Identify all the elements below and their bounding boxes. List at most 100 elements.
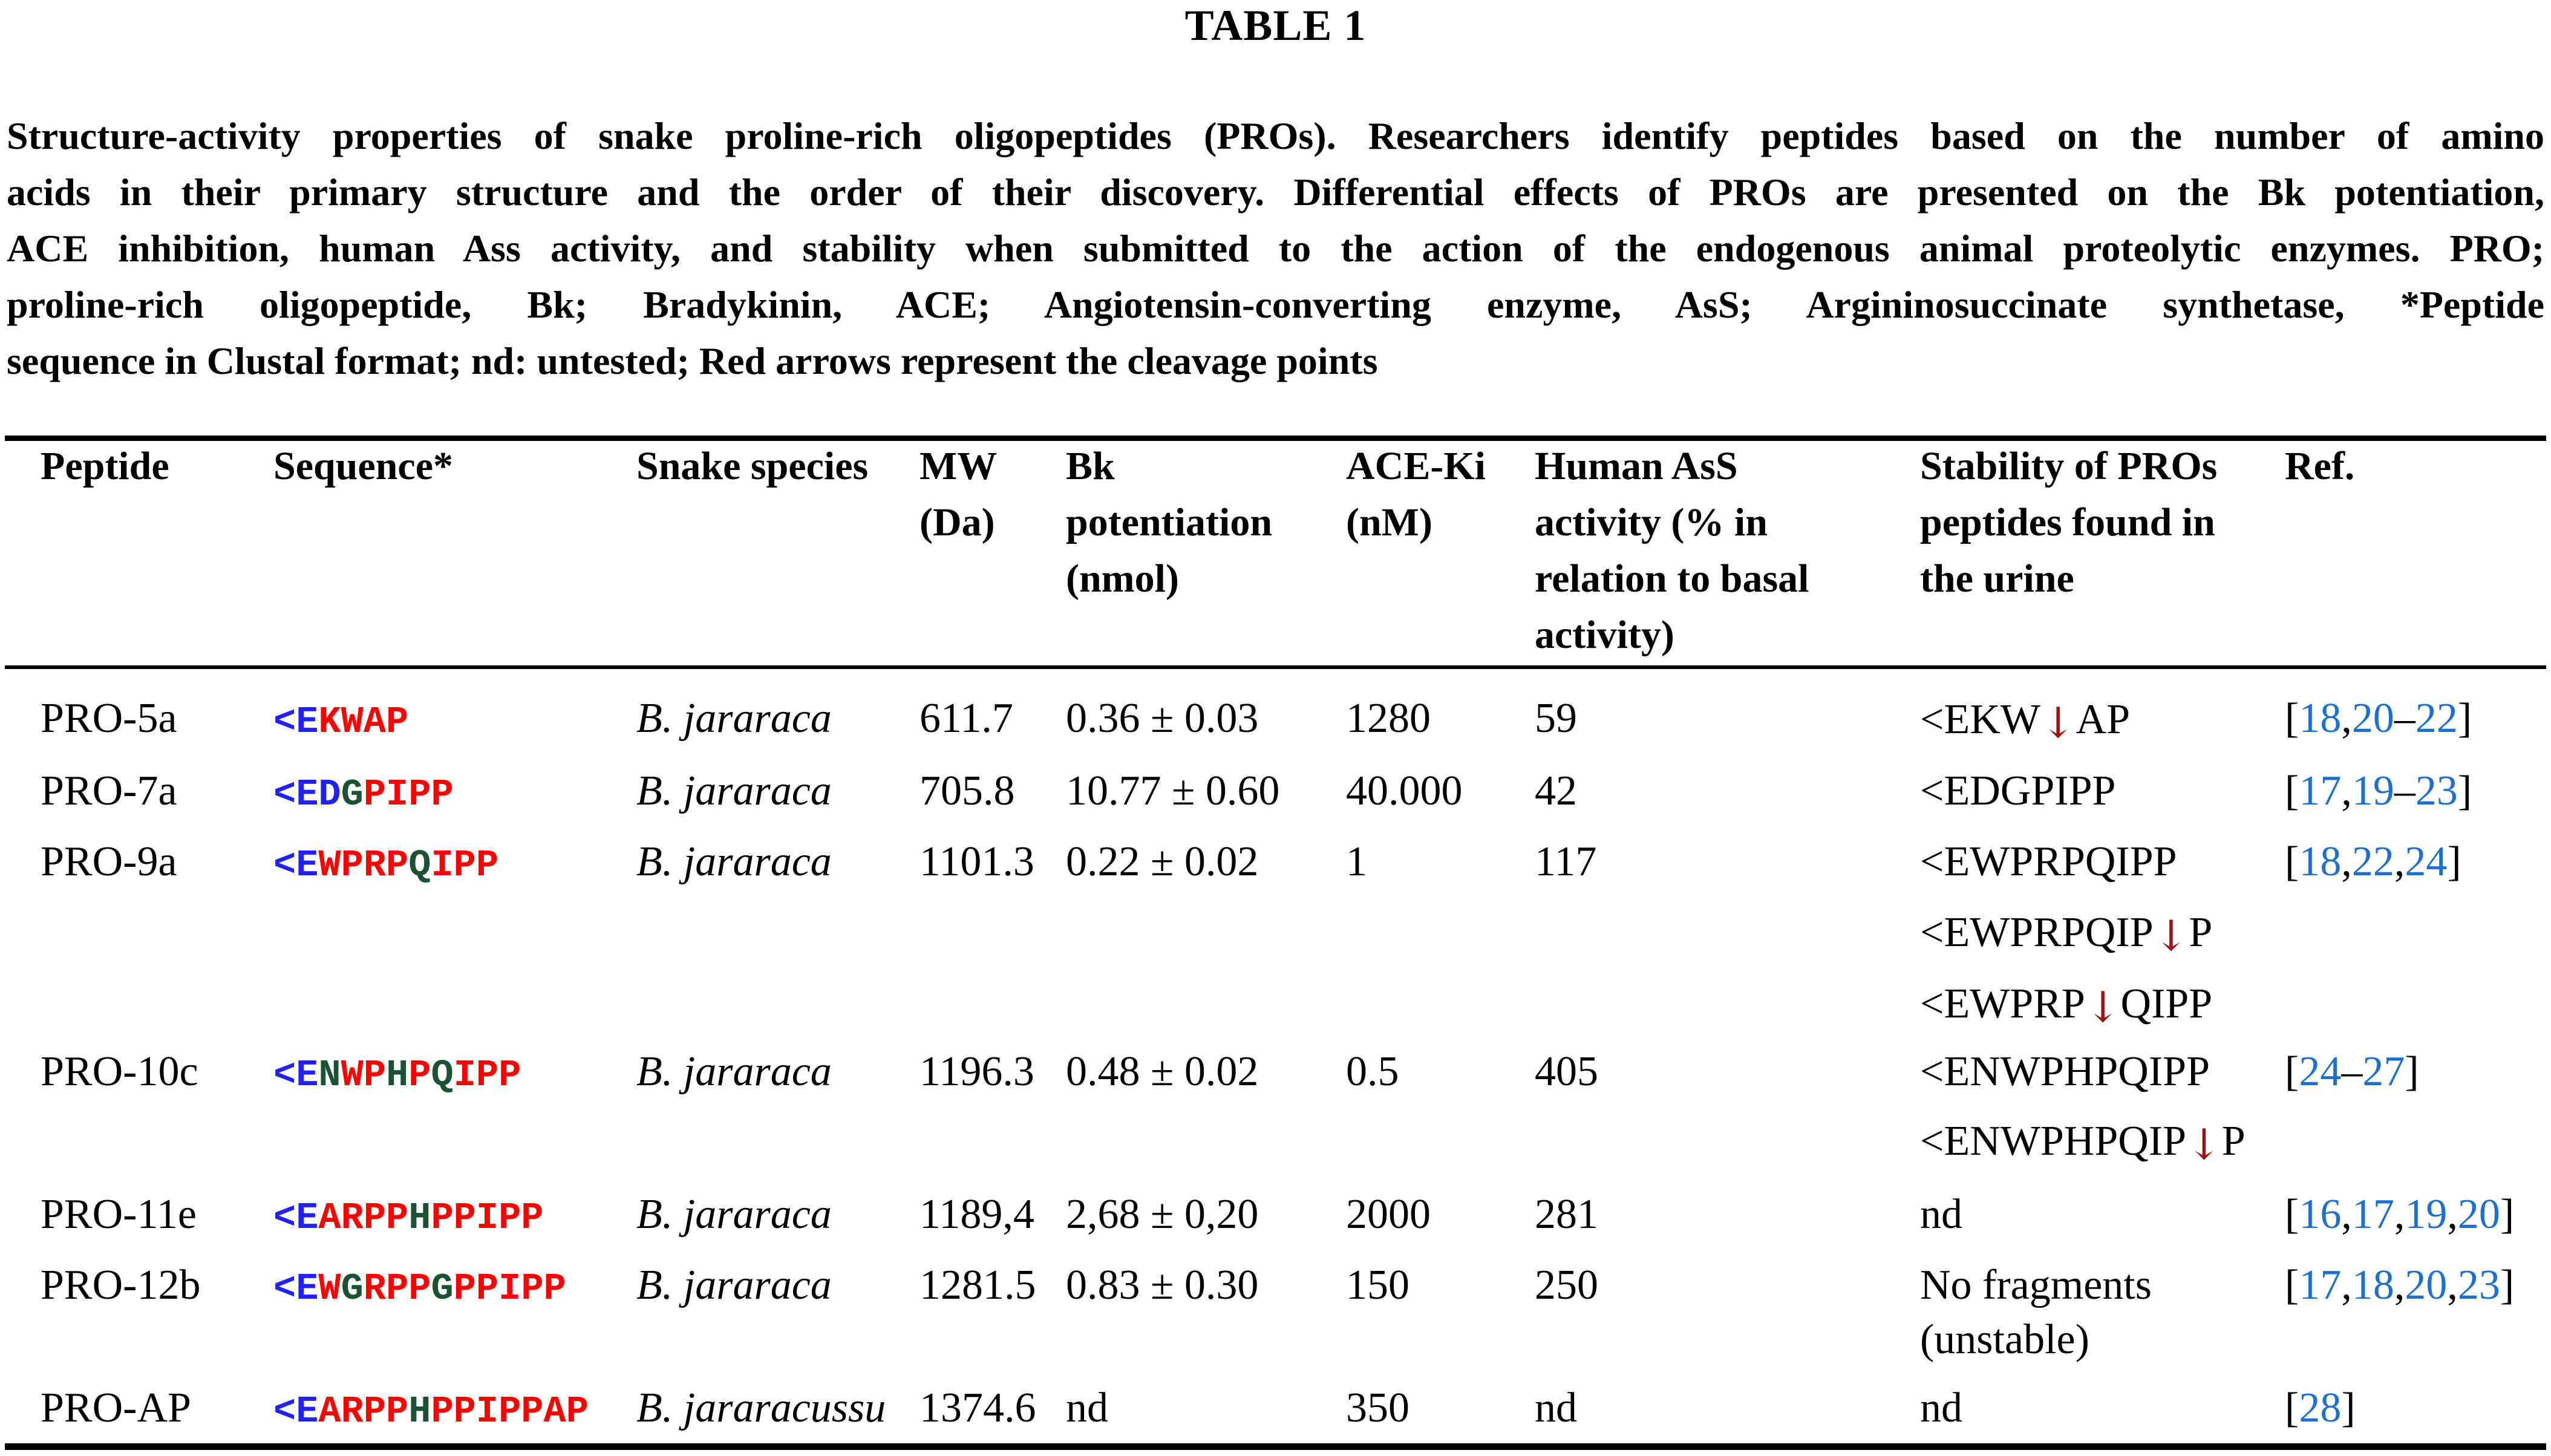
citation-link[interactable]: 27 [2362,1048,2405,1095]
citation-link[interactable]: 18 [2351,1262,2394,1308]
stability-fragment-text: nd [1920,1191,1962,1238]
bk-potentiation-value: 0.36 ± 0.03 [1066,695,1259,742]
sequence-segment: H [408,1390,431,1433]
snake-species: B. jararaca [636,1191,832,1238]
ace-ki-value: 150 [1346,1262,1409,1308]
stability-fragment-text: <EKW [1920,696,2040,743]
citation-separator: , [2341,838,2352,885]
table-caption: Structure-activity properties of snake p… [7,108,2544,389]
ass-activity-value: nd [1535,1385,1577,1431]
ass-activity-value: 281 [1535,1191,1598,1238]
citation-separator: , [2341,695,2352,742]
ace-ki-value: 40.000 [1346,768,1463,814]
column-header-peptide: Peptide [41,438,169,494]
header-line: activity (% in [1535,500,1768,544]
citation-link[interactable]: 24 [2299,1048,2342,1095]
sequence-segment: G [341,773,364,816]
sequence-segment: PPIPP [453,1267,566,1310]
sequence-segment: PPIPP [431,1196,544,1239]
column-header-ace-ki: ACE-Ki (nM) [1346,438,1486,550]
citation-link[interactable]: 18 [2299,695,2342,742]
snake-species: B. jararaca [636,1048,832,1095]
citation-separator: ] [2457,695,2472,742]
citation-link[interactable]: 19 [2405,1191,2448,1238]
peptide-name: PRO-5a [41,695,177,742]
citation-separator: ] [2447,838,2461,885]
citation-separator: ] [2457,768,2472,814]
mw-value: 1196.3 [919,1048,1034,1095]
peptide-sequence: <EWPRPQIPP [273,840,498,888]
sequence-segment: IPP [431,844,499,887]
bk-potentiation-value: 0.22 ± 0.02 [1066,838,1259,885]
citation-link[interactable]: 16 [2299,1191,2342,1238]
header-line: potentiation [1066,500,1273,544]
column-header-snake-species: Snake species [636,438,868,494]
citation-link[interactable]: 19 [2351,768,2394,814]
citation-link[interactable]: 20 [2405,1262,2448,1308]
citation-link[interactable]: 17 [2299,768,2342,814]
sequence-segment: Q [431,1054,454,1097]
citation-separator: [ [2285,1048,2299,1095]
stability-fragment-text: QIPP [2120,981,2213,1027]
citation-link[interactable]: 17 [2299,1262,2342,1308]
citation-link[interactable]: 18 [2299,838,2342,885]
stability-line: No fragments [1920,1263,2152,1308]
snake-species: B. jararaca [636,1262,832,1308]
sequence-segment: P [408,1054,431,1097]
sequence-segment: <E [273,700,319,743]
column-header-sequence: Sequence* [273,438,453,494]
citation-link[interactable]: 22 [2351,838,2394,885]
citation-separator: , [2447,1262,2458,1308]
citation-link[interactable]: 20 [2351,695,2394,742]
ref-citation: [17,19–23] [2285,769,2472,814]
sequence-segment: <E [273,844,319,887]
sequence-segment: <ED [273,773,341,816]
bk-potentiation-value: 2,68 ± 0,20 [1066,1191,1259,1238]
sequence-segment: ARPP [318,1196,409,1239]
header-line: (nM) [1346,500,1432,544]
cleavage-arrow-icon: ↓ [2153,911,2189,961]
sequence-segment: Q [408,844,431,887]
sequence-segment: G [341,1267,364,1310]
caption-line: Structure-activity properties of snake p… [7,114,2544,157]
ace-ki-value: 1 [1346,838,1367,885]
ass-activity-value: 42 [1535,768,1577,814]
header-line: relation to basal [1535,557,1809,601]
sequence-segment: <E [273,1054,319,1097]
citation-link[interactable]: 23 [2457,1262,2500,1308]
stability-line: <ENWPHPQIP↓P [1920,1118,2246,1167]
cleavage-arrow-icon: ↓ [2186,1120,2222,1169]
ref-citation: [18,22,24] [2285,840,2461,884]
citation-link[interactable]: 17 [2351,1191,2394,1238]
peptide-name: PRO-11e [41,1191,197,1238]
ace-ki-value: 1280 [1346,695,1431,742]
cleavage-arrow-icon: ↓ [2085,982,2121,1032]
citation-link[interactable]: 20 [2457,1191,2500,1238]
citation-link[interactable]: 28 [2299,1385,2342,1431]
citation-separator: – [2394,695,2415,742]
citation-link[interactable]: 23 [2415,768,2458,814]
citation-separator: , [2341,1262,2352,1308]
column-header-human-ass-activity: Human AsS activity (% in relation to bas… [1535,438,1809,663]
stability-line: <EWPRPQIP↓P [1920,909,2213,959]
citation-link[interactable]: 22 [2415,695,2458,742]
citation-separator: ] [2341,1385,2356,1431]
stability-line: (unstable) [1920,1317,2089,1362]
ass-activity-value: 117 [1535,838,1597,885]
caption-line: acids in their primary structure and the… [7,171,2544,214]
peptide-name: PRO-10c [41,1048,198,1095]
peptide-sequence: <EWGRPPGPPIPP [273,1263,566,1311]
ass-activity-value: 405 [1535,1048,1598,1095]
header-divider-rule [5,665,2546,669]
citation-separator: , [2341,768,2352,814]
ass-activity-value: 59 [1535,695,1577,742]
column-header-bk-potentiation: Bk potentiation (nmol) [1066,438,1272,607]
sequence-segment: G [431,1267,454,1310]
citation-separator: ] [2500,1262,2515,1308]
sequence-segment: N [318,1054,341,1097]
stability-fragment-text: P [2189,909,2213,956]
column-header-ref: Ref. [2285,438,2354,494]
citation-link[interactable]: 24 [2405,838,2448,885]
peptide-name: PRO-12b [41,1262,201,1308]
